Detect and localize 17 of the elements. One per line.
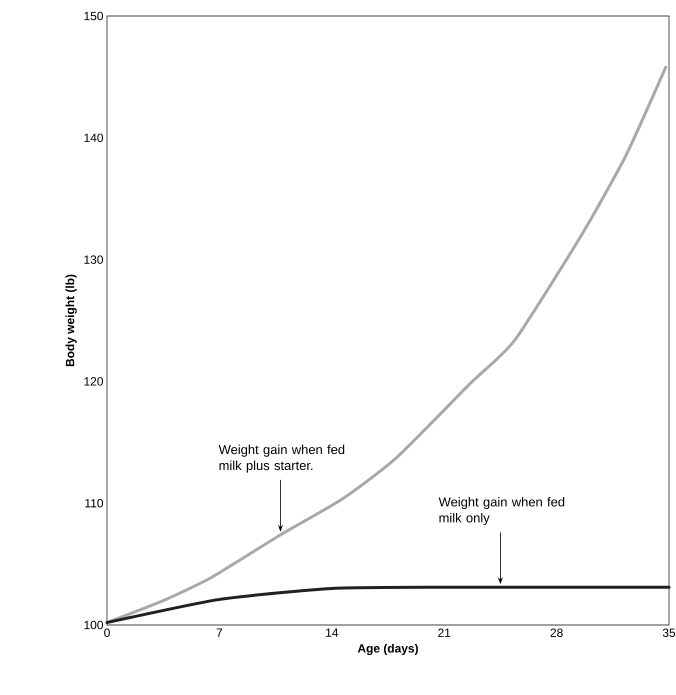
annotation: Weight gain when fed milk only bbox=[438, 497, 564, 526]
x-tick-label: 14 bbox=[326, 628, 338, 637]
y-tick-label: 120 bbox=[84, 377, 104, 386]
x-tick-label: 0 bbox=[104, 628, 110, 637]
y-tick-label: 110 bbox=[85, 498, 104, 508]
x-tick-label: 7 bbox=[216, 628, 222, 637]
y-axis-title: Body weight (lb) bbox=[66, 274, 77, 366]
y-tick-label: 100 bbox=[84, 620, 104, 630]
x-tick-label: 28 bbox=[550, 628, 563, 637]
y-tick-label: 140 bbox=[84, 134, 104, 142]
x-tick-label: 21 bbox=[438, 628, 450, 637]
y-tick-label: 150 bbox=[84, 12, 104, 20]
x-axis-title: Age (days) bbox=[358, 644, 418, 656]
x-tick-label: 35 bbox=[662, 628, 676, 637]
annotation: Weight gain when fed milk plus starter. bbox=[218, 444, 344, 473]
line-series bbox=[106, 586, 670, 624]
y-tick-label: 130 bbox=[84, 255, 104, 264]
